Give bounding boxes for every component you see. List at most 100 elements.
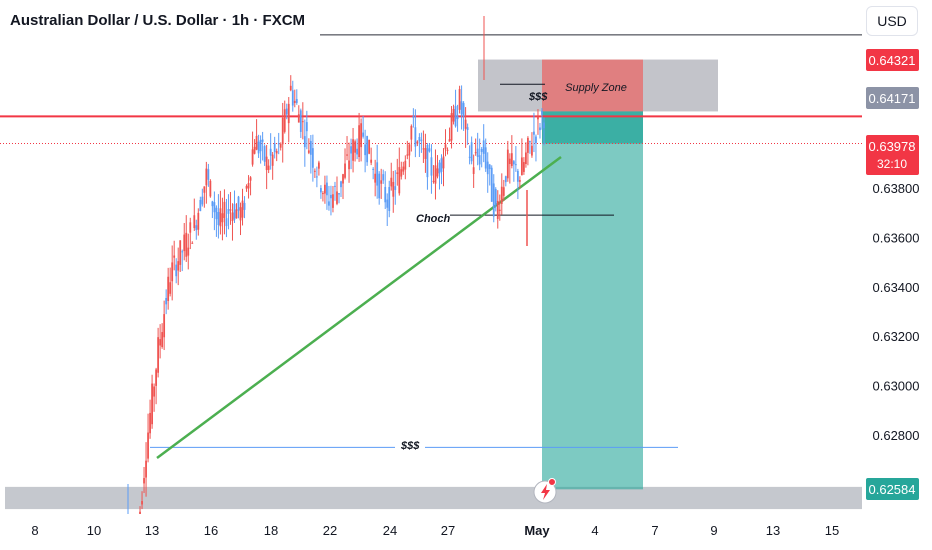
y-tick-label: 0.63600 — [873, 230, 920, 245]
candle-body — [537, 116, 539, 120]
candle-body — [185, 232, 188, 257]
x-tick-label: 13 — [766, 523, 780, 538]
candle-body — [533, 131, 535, 135]
price-tag-current: 0.63978 — [869, 139, 916, 154]
candle-body — [157, 337, 160, 373]
price-tag-target-green: 0.62584 — [869, 482, 916, 497]
candle-body — [261, 139, 264, 142]
candle-body — [193, 215, 196, 229]
candle-body — [512, 161, 515, 165]
candle-body — [492, 183, 495, 217]
candle-body — [354, 141, 356, 153]
candle-body — [416, 141, 419, 144]
candle-body — [145, 460, 147, 478]
candle-body — [446, 149, 449, 151]
candle-body — [480, 149, 483, 152]
candle-body — [516, 170, 519, 182]
candle-body — [239, 207, 242, 221]
candle-body — [267, 165, 270, 170]
candle-body — [520, 157, 523, 176]
alert-lightning-icon[interactable] — [533, 478, 557, 504]
candle-body — [436, 168, 439, 177]
candle-body — [179, 240, 182, 265]
candle-body — [167, 276, 170, 301]
candle-body — [426, 144, 429, 178]
candle-body — [285, 108, 288, 115]
candle-body — [484, 147, 487, 169]
x-tick-label: 13 — [145, 523, 159, 538]
candle-body — [221, 213, 224, 223]
price-tag-current-bg — [866, 135, 919, 175]
candle-body — [490, 167, 493, 202]
x-tick-label: 27 — [441, 523, 455, 538]
candle-body — [332, 194, 334, 208]
candle-body — [452, 108, 455, 122]
time-axis-background[interactable] — [0, 514, 932, 550]
candle-body — [309, 140, 312, 155]
candle-body — [406, 154, 409, 156]
candle-body — [245, 185, 248, 189]
candle-body — [344, 163, 346, 178]
candle-body — [450, 113, 453, 141]
candle-body — [531, 145, 533, 156]
candle-body — [257, 141, 260, 154]
x-tick-label: 24 — [383, 523, 397, 538]
price-tag-supply-gray: 0.64171 — [869, 91, 916, 106]
candle-body — [143, 478, 145, 484]
candle-body — [147, 432, 149, 459]
price-axis-background[interactable] — [862, 0, 932, 514]
candle-body — [149, 412, 151, 434]
candle-body — [476, 148, 479, 157]
candle-body — [189, 222, 192, 233]
candle-body — [474, 152, 477, 154]
candle-body — [203, 186, 206, 193]
candle-body — [352, 139, 354, 161]
candle-body — [390, 177, 393, 187]
candle-body — [360, 123, 363, 148]
candle-body — [414, 127, 417, 147]
candle-body — [303, 136, 306, 148]
candle-body — [380, 180, 383, 184]
candle-body — [315, 176, 318, 178]
candle-body — [283, 109, 286, 132]
candle-body — [269, 148, 272, 156]
candle-body — [330, 194, 332, 199]
candle-body — [364, 144, 367, 156]
candle-body — [313, 170, 316, 172]
candle-body — [408, 144, 411, 156]
candle-body — [420, 139, 423, 141]
x-tick-label: 22 — [323, 523, 337, 538]
candle-body — [217, 212, 220, 226]
take-profit-zone — [542, 111, 643, 490]
candle-body — [299, 110, 302, 132]
currency-button[interactable]: USD — [866, 6, 918, 36]
candle-body — [392, 181, 395, 197]
candle-body — [191, 242, 194, 244]
x-tick-label: 8 — [31, 523, 38, 538]
candle-body — [317, 162, 320, 169]
candle-body — [159, 339, 162, 346]
candle-body — [295, 98, 298, 103]
candle-body — [293, 100, 296, 104]
candle-body — [328, 201, 330, 206]
candle-body — [362, 132, 365, 137]
candle-body — [400, 169, 403, 177]
candle-body — [320, 188, 322, 193]
candle-body — [422, 148, 425, 150]
candle-body — [227, 209, 230, 214]
chart-title: Australian Dollar / U.S. Dollar · 1h · F… — [10, 12, 306, 29]
x-tick-label: 9 — [710, 523, 717, 538]
candle-body — [231, 212, 234, 222]
candle-body — [366, 136, 369, 163]
candle-body — [205, 168, 208, 186]
candle-body — [173, 255, 176, 258]
candle-body — [506, 149, 509, 179]
choch-label: Choch — [416, 213, 451, 225]
candle-body — [336, 191, 338, 204]
candle-body — [181, 251, 184, 253]
y-axis-ticks: 0.63800 0.63600 0.63400 0.63200 0.63000 0.628… — [873, 181, 920, 443]
candle-body — [434, 165, 437, 184]
candle-body — [241, 200, 244, 218]
